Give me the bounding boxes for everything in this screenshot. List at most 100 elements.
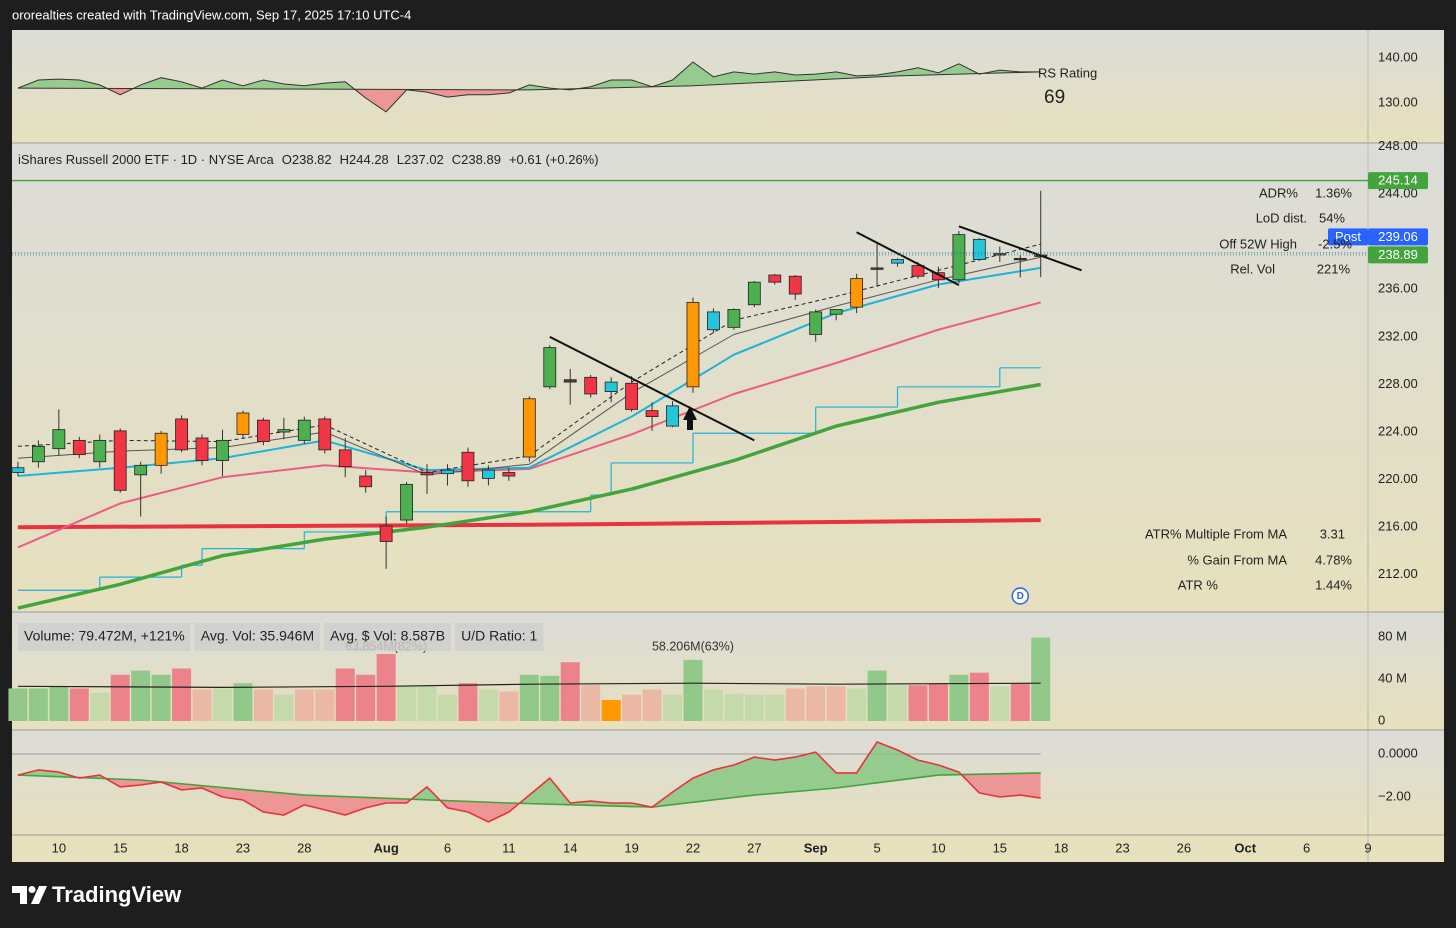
candle-body [113, 430, 127, 491]
volume-bar [49, 686, 69, 722]
volume-bar [969, 672, 989, 722]
candle-body [379, 525, 393, 542]
candle-body [563, 379, 577, 383]
candle-body [52, 429, 66, 450]
x-tick-label: 18 [174, 840, 188, 855]
x-tick-label: 15 [993, 840, 1007, 855]
volume-legend-box [455, 623, 544, 651]
candle-body [11, 467, 25, 473]
volume-bar [417, 686, 437, 722]
ohlc-open: O238.82 [282, 152, 332, 167]
x-tick-label: 22 [686, 840, 700, 855]
candle-body [604, 381, 618, 392]
oscillator-line [17, 741, 1041, 823]
x-tick-label: 15 [113, 840, 127, 855]
stat-label: Off 52W High [1219, 236, 1297, 251]
y-tick-label: 236.00 [1378, 281, 1418, 296]
volume-bar [212, 688, 232, 722]
ohlc-close: C238.89 [452, 152, 501, 167]
dividend-marker [1011, 587, 1030, 605]
volume-bar [519, 674, 539, 722]
volume-legend-box [18, 623, 191, 651]
volume-bar [601, 699, 621, 722]
x-tick-label: 23 [236, 840, 250, 855]
candle-body [952, 234, 966, 281]
candle-body [297, 419, 311, 441]
x-tick-label: 6 [444, 840, 451, 855]
candle-body [256, 419, 270, 442]
volume-bar [69, 688, 89, 722]
candle-body [911, 265, 925, 277]
candle-body [584, 376, 598, 395]
volume-bar [908, 685, 928, 722]
logo-mark [28, 886, 36, 893]
volume-bar [192, 689, 212, 722]
stat-label: ATR % [1178, 577, 1219, 592]
candle-body [31, 445, 45, 463]
candle-body [93, 439, 107, 463]
candle-body [768, 274, 782, 283]
candle-body [522, 398, 536, 458]
volume-bar [785, 688, 805, 722]
volume-bar [1010, 683, 1030, 722]
candle-body [420, 472, 434, 476]
arrow-marker [683, 406, 697, 430]
brand: TradingView [52, 882, 182, 907]
oscillator-fill-up [17, 742, 1041, 808]
price-tag: Post [1335, 229, 1361, 244]
dividend-label: D [1017, 591, 1024, 602]
stat-label: ADR% [1259, 185, 1298, 200]
y-tick-label: 212.00 [1378, 566, 1418, 581]
volume-bar [274, 694, 294, 722]
stat-label: Rel. Vol [1230, 261, 1275, 276]
volume-average [17, 682, 1041, 689]
volume-bar [928, 683, 948, 722]
volume-bar [28, 688, 48, 722]
volume-bar [683, 659, 703, 722]
volume-bar [437, 694, 457, 722]
volume-bar [110, 674, 130, 722]
volume-bar [806, 686, 826, 722]
candle-body [1013, 257, 1027, 261]
volume-bar [744, 694, 764, 722]
candle-body [359, 475, 373, 488]
volume-bar [847, 688, 867, 722]
x-tick-label: 26 [1177, 840, 1191, 855]
volume-bar [315, 689, 335, 722]
rs-label: RS Rating [1038, 65, 1097, 80]
x-tick-label: 9 [1364, 840, 1371, 855]
y-tick-label: 220.00 [1378, 471, 1418, 486]
candle-body [850, 278, 864, 308]
volume-legend-box [324, 623, 452, 651]
price-tag-box [1328, 228, 1368, 246]
x-tick-label: 10 [52, 840, 66, 855]
tradingview-logo: TradingView [12, 882, 182, 907]
x-tick-label: Oct [1234, 840, 1256, 855]
candle-body [645, 410, 659, 417]
price-panel-bg [12, 143, 1444, 612]
symbol-title: iShares Russell 2000 ETF · 1D · NYSE Arc… [18, 152, 275, 167]
candle-body [441, 469, 454, 475]
y-tick-label: 140.00 [1378, 49, 1418, 64]
stat-value: -2.5% [1318, 236, 1352, 251]
volume-bar [458, 683, 478, 722]
volume-bar [622, 694, 642, 722]
trendline [958, 225, 1082, 272]
volume-legend: Avg. $ Vol: 8.587B [330, 628, 445, 644]
x-tick-label: 6 [1303, 840, 1310, 855]
y-tick-label: 224.00 [1378, 423, 1418, 438]
candle-body [482, 469, 495, 479]
volume-bar [724, 693, 744, 722]
rs-baseline [17, 71, 1041, 91]
candle-body [686, 301, 700, 388]
price-label: 238.89 [1378, 247, 1418, 262]
y-tick-label: 0.0000 [1378, 745, 1418, 760]
candle-body [502, 472, 516, 477]
volume-legend: Avg. Vol: 35.946M [201, 628, 314, 644]
x-tick-label: Aug [373, 840, 398, 855]
moving-average [17, 256, 1041, 476]
stat-value: 1.44% [1315, 577, 1352, 592]
y-tick-label: 40 M [1378, 670, 1407, 685]
x-axis-bg [12, 835, 1444, 862]
moving-average [17, 301, 1041, 549]
